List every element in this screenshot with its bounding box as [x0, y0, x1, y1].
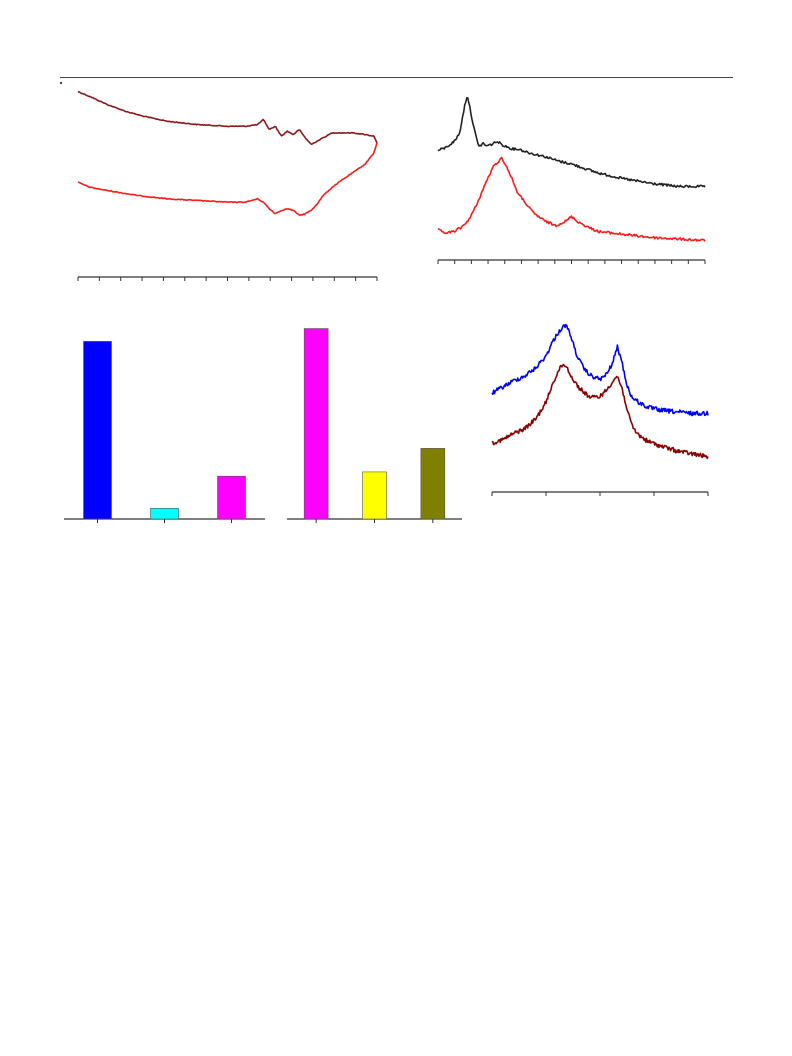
bar-bottom-left-a-2 — [217, 475, 246, 520]
series-line-top-right-1 — [437, 156, 706, 242]
series-line-top-left-1 — [77, 142, 378, 217]
header-rule — [60, 77, 733, 78]
series-line-top-right-0 — [437, 97, 706, 189]
series-line-top-left-0 — [77, 90, 378, 145]
bar-bottom-left-b-2 — [420, 448, 446, 520]
bar-bottom-left-a-1 — [150, 507, 179, 520]
bar-bottom-left-b-0 — [303, 328, 329, 520]
series-line-bottom-right-0 — [491, 323, 709, 417]
bar-bottom-left-a-0 — [83, 341, 112, 520]
series-line-bottom-right-1 — [491, 363, 709, 460]
header-mark — [60, 82, 62, 84]
bar-bottom-left-b-1 — [362, 471, 387, 520]
